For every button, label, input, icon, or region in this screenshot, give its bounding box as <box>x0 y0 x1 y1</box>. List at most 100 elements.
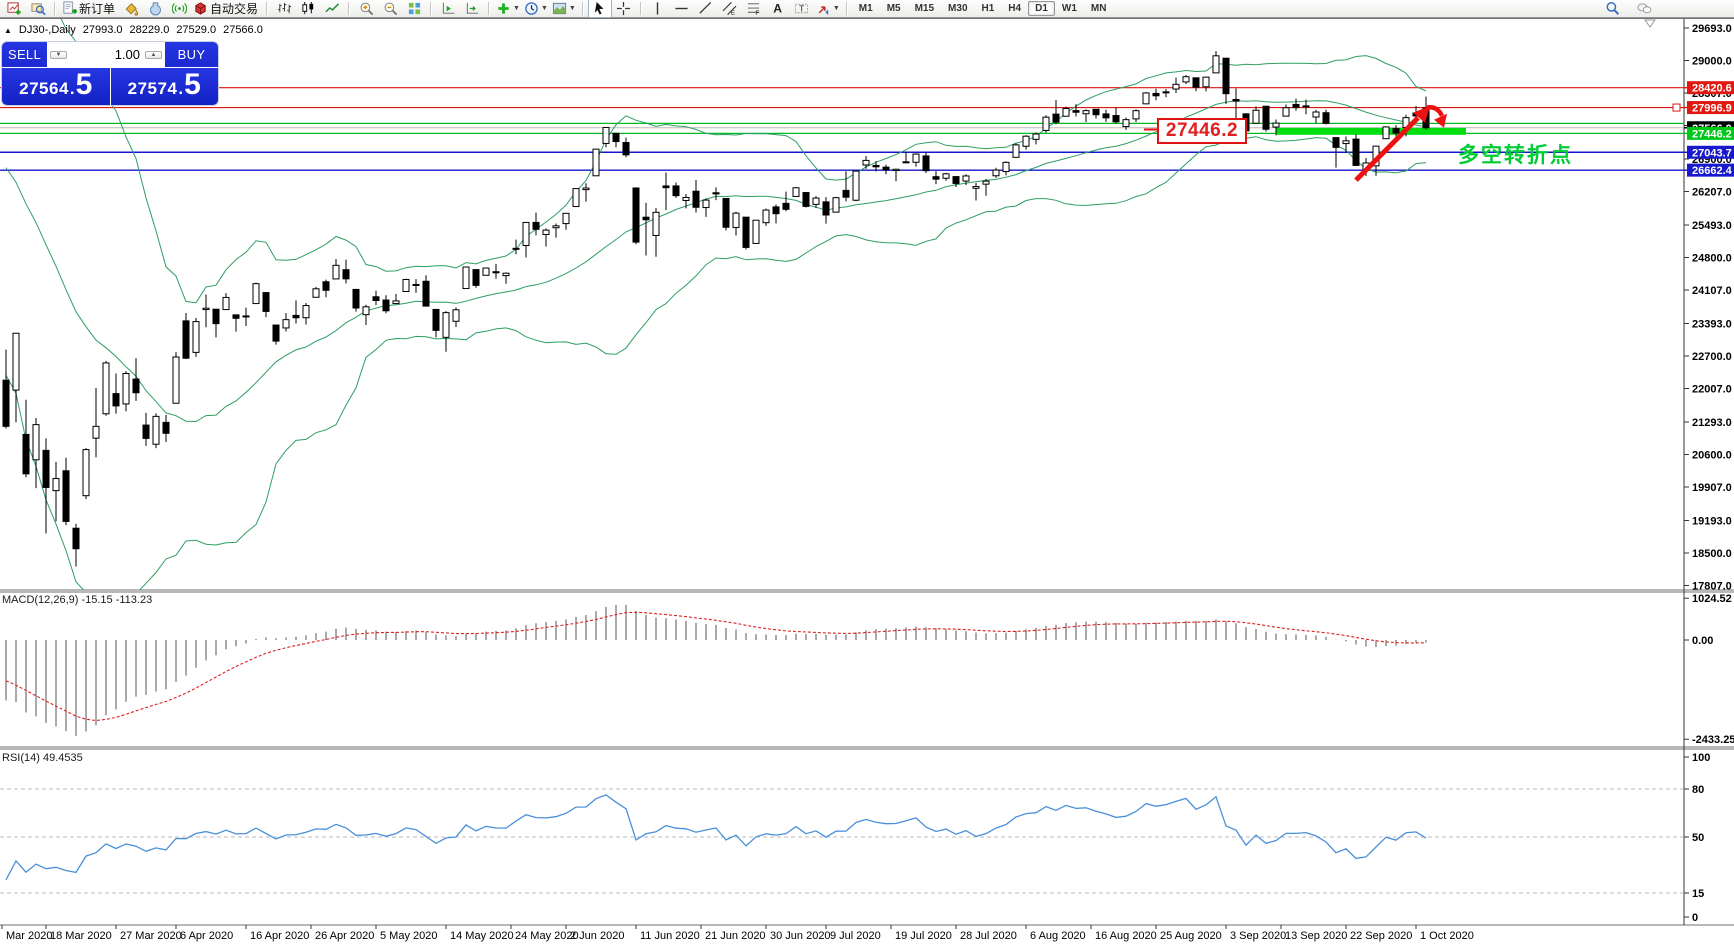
zoom-in-icon <box>359 1 374 16</box>
chart-high: 28229.0 <box>129 24 170 36</box>
price-line-label-blue: 26662.4 <box>1684 163 1734 177</box>
candles <box>2 51 1430 567</box>
timeframe-h4-button[interactable]: H4 <box>1008 3 1022 14</box>
fibonacci-button[interactable]: F <box>742 0 766 18</box>
timeframe-m5-button[interactable]: M5 <box>886 3 901 14</box>
buy-price-button[interactable]: 27574 . 5 <box>110 68 218 105</box>
price-axis-tick: 21293.0 <box>1692 417 1732 429</box>
crosshair-button[interactable] <box>612 0 636 18</box>
toolbar-separator <box>581 2 584 15</box>
bollinger-upper-band <box>60 19 1427 304</box>
time-axis-tick: 28 Jul 2020 <box>960 930 1017 942</box>
time-axis-tick: 11 Jun 2020 <box>640 930 700 942</box>
price-axis[interactable]: 29693.029000.028307.027614.026900.026207… <box>1684 23 1734 593</box>
tile-windows-button[interactable] <box>402 0 426 18</box>
search-button[interactable] <box>1600 0 1624 18</box>
chart-symbol-period: DJ30-,Daily <box>18 24 76 36</box>
equidistant-channel-button[interactable]: E <box>718 0 742 18</box>
chart-shift-marker[interactable] <box>1644 19 1656 28</box>
bar-chart-button[interactable] <box>272 0 296 18</box>
chart-open: 27993.0 <box>82 24 123 36</box>
line-chart-icon <box>324 1 340 16</box>
volume-field[interactable]: ▼ 1.00 ▲ <box>48 42 164 67</box>
auto-trading-icon <box>193 1 208 16</box>
time-axis-tick: 3 Sep 2020 <box>1230 930 1286 942</box>
chat-button[interactable] <box>1632 0 1656 18</box>
sell-button-label: SELL <box>7 47 41 62</box>
timeframe-d1-button[interactable]: D1 <box>1028 1 1055 16</box>
candlestick-chart-button[interactable] <box>296 0 320 18</box>
auto-scroll-button[interactable] <box>460 0 484 18</box>
fibonacci-icon: F <box>746 1 761 16</box>
horizontal-line-button[interactable] <box>670 0 694 18</box>
trend-arrow[interactable] <box>1354 105 1430 182</box>
timeframe-h1-button[interactable]: H1 <box>981 3 995 14</box>
volume-value[interactable]: 1.00 <box>114 47 140 62</box>
templates-button[interactable]: ▼ <box>550 0 578 18</box>
svg-text:27446.2: 27446.2 <box>1692 128 1732 140</box>
buy-button-label: BUY <box>177 47 206 62</box>
main-chart-pane <box>0 19 1684 590</box>
sell-button[interactable]: SELL <box>2 42 47 67</box>
time-axis-tick: 18 Mar 2020 <box>50 930 112 942</box>
zoom-out-icon <box>383 1 398 16</box>
new-order-button[interactable]: 新订单 <box>60 0 119 18</box>
new-chart-button[interactable] <box>2 0 26 18</box>
arrows-icon <box>816 1 831 16</box>
sell-price-pip: 5 <box>75 68 93 101</box>
rsi-line <box>5 794 1427 881</box>
styles-button[interactable] <box>119 0 143 18</box>
cursor-button[interactable] <box>587 0 612 18</box>
styles-icon <box>124 1 139 16</box>
toolbar-separator <box>488 2 491 15</box>
price-axis-tick: 17807.0 <box>1692 581 1732 593</box>
publish-button[interactable] <box>143 0 167 18</box>
price-line-label-red: 28420.6 <box>1684 81 1734 95</box>
periods-icon <box>524 1 539 16</box>
line-chart-button[interactable] <box>320 0 344 18</box>
timeframe-mn-button[interactable]: MN <box>1090 3 1107 14</box>
price-axis-tick: 23393.0 <box>1692 318 1732 330</box>
time-axis-tick: Mar 2020 <box>6 930 52 942</box>
zoom-in-button[interactable] <box>354 0 378 18</box>
macd-pane <box>5 604 1427 736</box>
line-handle[interactable] <box>1672 103 1681 112</box>
signals-button[interactable] <box>167 0 191 18</box>
buy-button[interactable]: BUY <box>165 42 218 67</box>
sell-price-button[interactable]: 27564 . 5 <box>2 68 110 105</box>
time-axis-tick: 14 May 2020 <box>450 930 514 942</box>
bar-chart-icon <box>277 1 292 16</box>
indicators-button[interactable]: ▼ <box>494 0 522 18</box>
timeframe-m1-button[interactable]: M1 <box>858 3 873 14</box>
reversal-arrow[interactable] <box>1425 105 1447 128</box>
svg-text:26662.4: 26662.4 <box>1692 165 1733 177</box>
periods-button[interactable]: ▼ <box>522 0 550 18</box>
chart-shift-button[interactable] <box>436 0 460 18</box>
price-axis-tick: 29000.0 <box>1692 56 1732 68</box>
auto-trading-button[interactable]: 自动交易 <box>191 0 262 18</box>
time-axis-tick: 9 Jul 2020 <box>830 930 881 942</box>
templates-icon <box>552 1 567 16</box>
text-button[interactable]: A <box>766 0 790 18</box>
price-axis-tick: 26207.0 <box>1692 187 1732 199</box>
turning-point-note-text[interactable]: 多空转折点 <box>1458 144 1573 167</box>
chart-profiles-button[interactable] <box>26 0 50 18</box>
zoom-out-button[interactable] <box>378 0 402 18</box>
support-zone-bar[interactable] <box>1276 127 1466 135</box>
timeframe-m30-button[interactable]: M30 <box>948 3 968 14</box>
trendline-button[interactable] <box>694 0 718 18</box>
text-label-button[interactable]: T <box>790 0 814 18</box>
price-annotation-box[interactable]: 27446.2 <box>1157 118 1247 144</box>
toolbar-separator <box>266 2 269 15</box>
svg-text:A: A <box>774 2 783 16</box>
volume-increase-button[interactable]: ▲ <box>145 50 162 59</box>
arrows-button[interactable]: ▼ <box>814 0 842 18</box>
timeframe-w1-button[interactable]: W1 <box>1061 3 1077 14</box>
timeframe-m15-button[interactable]: M15 <box>914 3 935 14</box>
volume-decrease-button[interactable]: ▼ <box>50 50 67 59</box>
chart-close: 27566.0 <box>223 24 263 36</box>
vertical-line-button[interactable] <box>646 0 670 18</box>
tile-windows-icon <box>407 1 422 16</box>
